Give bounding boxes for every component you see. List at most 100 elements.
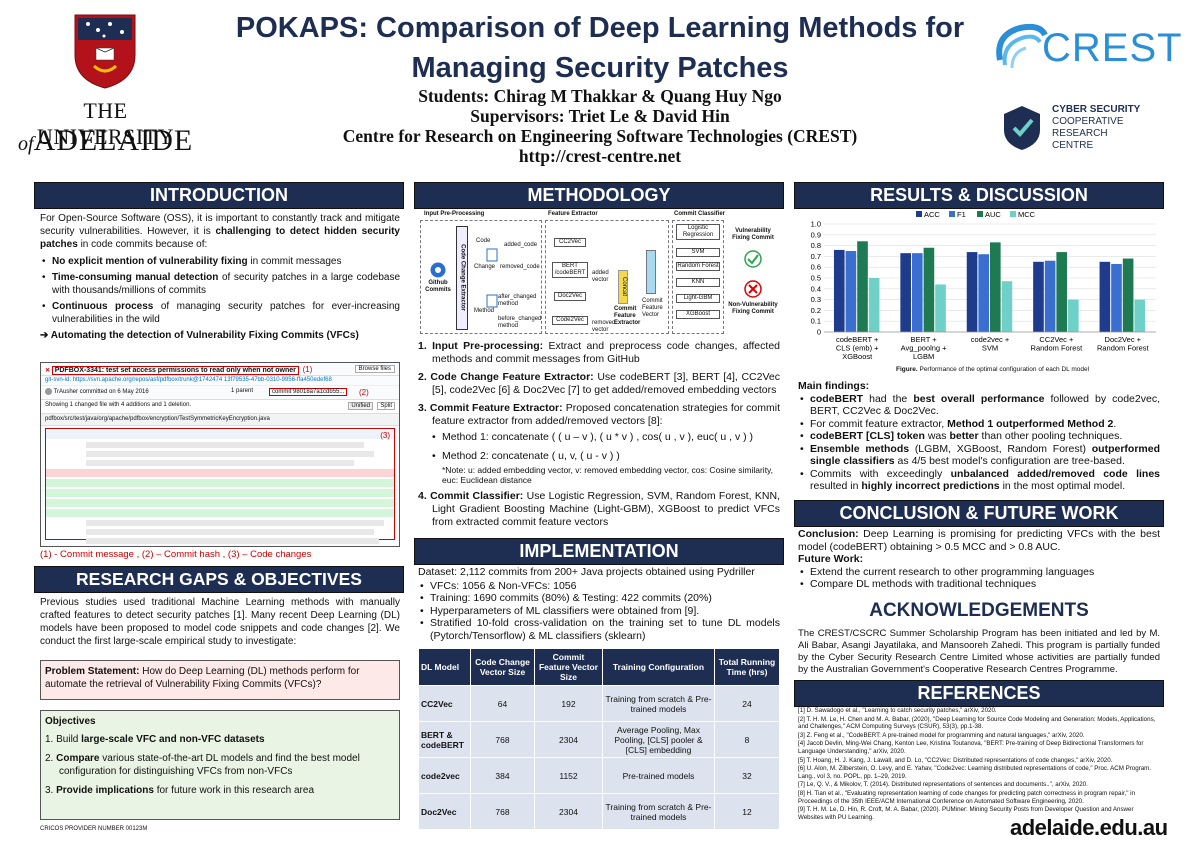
code-change-extractor-box <box>456 226 468 330</box>
objective-item: 1. Build large-scale VFC and non-VFC dat… <box>45 734 265 745</box>
university-crest-icon <box>74 14 136 89</box>
references-title: REFERENCES <box>794 680 1164 707</box>
findings-title: Main findings: <box>798 380 870 392</box>
x-tick-label: CC2Vec + <box>1039 335 1074 344</box>
classifier-rf: Random Forest <box>676 262 720 271</box>
code-change-extractor-label: Code Change Extractor <box>459 244 466 311</box>
unified-toggle[interactable]: Unified <box>348 402 373 410</box>
method-step: 4. Commit Classifier: Use Logistic Regre… <box>418 490 780 528</box>
table-cell: 8 <box>714 721 780 758</box>
table-cell: Training from scratch & Pre-trained mode… <box>602 793 715 830</box>
table-cell: code2vec <box>418 757 471 794</box>
reference-item: [5] T. Hoang, H. J. Kang, J. Lawall, and… <box>798 756 1113 764</box>
bar <box>935 284 946 332</box>
references-list: [1] D. Sawadogo et al., "Learning to cat… <box>798 707 1160 822</box>
bar <box>1056 252 1068 332</box>
university-logo: THE UNIVERSITY ofADELAIDE <box>18 10 193 170</box>
bar <box>1111 263 1122 332</box>
reference-item: [3] Z. Feng et al., "CodeBERT: A pre-tra… <box>798 731 1085 739</box>
legend-label: ACC <box>924 210 940 219</box>
table-row: Doc2Vec 768 2304 Training from scratch &… <box>418 793 780 830</box>
gaps-paragraph: Previous studies used traditional Machin… <box>40 597 400 647</box>
commit-feature-vector-label: Commit Feature Vector <box>642 298 663 318</box>
table-cell: 24 <box>714 685 780 722</box>
bar <box>845 251 857 332</box>
x-tick-label: CLS (emb) + <box>836 344 879 353</box>
methodology-steps: 1. Input Pre-processing: Extract and pre… <box>418 340 780 529</box>
commit-title: PDFBOX-3341: test set access permissions… <box>51 366 299 375</box>
finding-item: For commit feature extractor, Method 1 o… <box>798 418 1160 431</box>
bar <box>923 247 935 332</box>
x-tick-label: SVM <box>982 344 998 353</box>
table-cell: CC2Vec <box>418 685 471 722</box>
legend-swatch <box>916 211 922 217</box>
x-tick-label: Random Forest <box>1097 344 1150 353</box>
x-tick-label: Random Forest <box>1031 344 1084 353</box>
cscrc-logo: CYBER SECURITY COOPERATIVE RESEARCH CENT… <box>1000 102 1190 162</box>
objectives-box: Objectives 1. Build large-scale VFC and … <box>40 710 400 820</box>
y-tick-label: 0.1 <box>811 317 821 326</box>
bert-box: BERT /codeBERT <box>552 262 588 278</box>
future-work-item: Extend the current research to other pro… <box>798 566 1160 579</box>
table-cell: 12 <box>714 793 780 830</box>
centre-line: Centre for Research on Engineering Softw… <box>342 126 858 146</box>
x-tick-label: code2vec + <box>971 335 1010 344</box>
legend-swatch <box>977 211 983 217</box>
arrow-right-icon: ➔ <box>40 330 51 341</box>
university-name-of: of <box>18 133 34 155</box>
split-toggle[interactable]: Split <box>377 402 395 410</box>
table-header: DL Model <box>418 648 471 686</box>
commit-author: TrAusher committed on 6 May 2016 <box>53 389 149 396</box>
y-tick-label: 0.3 <box>811 295 821 304</box>
check-icon <box>744 250 762 268</box>
intro-bullet: Continuous process of managing security … <box>40 300 400 326</box>
legend-label: AUC <box>985 210 1001 219</box>
footer-site[interactable]: adelaide.edu.au <box>1010 815 1168 840</box>
conclusion-title: CONCLUSION & FUTURE WORK <box>794 500 1164 527</box>
added-code-label: added_code <box>504 242 538 248</box>
crest-logo: CREST <box>990 20 1182 80</box>
x-tick-label: XGBoost <box>842 352 873 361</box>
table-header: Commit Feature Vector Size <box>534 648 603 686</box>
legend-swatch <box>949 211 955 217</box>
legend-label: F1 <box>957 210 966 219</box>
findings-list: codeBERT had the best overall performanc… <box>798 393 1160 493</box>
stage-feature-heading: Feature Extractor <box>548 211 598 217</box>
ack-text: The CREST/CSCRC Summer Scholarship Progr… <box>798 628 1160 675</box>
poster-title-line1: POKAPS: Comparison of Deep Learning Meth… <box>235 12 965 44</box>
y-tick-label: 0 <box>817 328 821 337</box>
stage-classifier-heading: Commit Classifier <box>674 211 726 217</box>
table-row: CC2Vec 64 192 Training from scratch & Pr… <box>418 685 780 722</box>
browse-files-button[interactable]: Browse files <box>354 365 395 373</box>
y-tick-label: 0.2 <box>811 306 821 315</box>
table-cell: Average Pooling, Max Pooling, [CLS] pool… <box>602 721 715 758</box>
code-label: Code <box>476 238 491 244</box>
table-cell: 768 <box>470 721 535 758</box>
label-1: (1) <box>302 365 313 374</box>
impl-bullet: Training: 1690 commits (80%) & Testing: … <box>418 592 780 605</box>
intro-bullets: No explicit mention of vulnerability fix… <box>40 255 400 326</box>
concat-method-2: Method 2: concatenate ( u, v, ( u - v ) … <box>430 450 780 463</box>
changed-files-summary: Showing 1 changed file with 4 additions … <box>45 402 192 408</box>
table-cell: 2304 <box>534 721 603 758</box>
table-cell: 2304 <box>534 793 603 830</box>
intro-bullet: No explicit mention of vulnerability fix… <box>40 255 400 268</box>
github-commits-label: Github Commits <box>425 280 451 293</box>
bar <box>1033 261 1044 332</box>
future-work-label: Future Work: <box>798 553 864 565</box>
classifier-svm: SVM <box>676 248 720 257</box>
bar <box>1099 261 1111 332</box>
conclusion-text: Conclusion: Deep Learning is promising f… <box>798 528 1160 553</box>
problem-label: Problem Statement: <box>45 666 140 677</box>
bar <box>868 278 880 332</box>
problem-statement-box: Problem Statement: How do Deep Learning … <box>40 660 400 700</box>
reference-item: [8] H. Tian et al., "Evaluating represen… <box>798 789 1135 805</box>
cscrc-line1: CYBER SECURITY <box>1052 104 1141 115</box>
classifier-xgb: XGBoost <box>676 310 720 319</box>
reference-item: [6] U. Alon, M. Zilberstein, O. Levy, an… <box>798 765 1152 780</box>
poster-title-line2: Managing Security Patches <box>411 52 789 84</box>
finding-item: codeBERT had the best overall performanc… <box>798 393 1160 418</box>
implementation-table: DL Model Code Change Vector Size Commit … <box>418 648 780 830</box>
x-tick-label: Avg_poolng + <box>901 344 948 353</box>
table-cell: Pre-trained models <box>602 757 715 794</box>
